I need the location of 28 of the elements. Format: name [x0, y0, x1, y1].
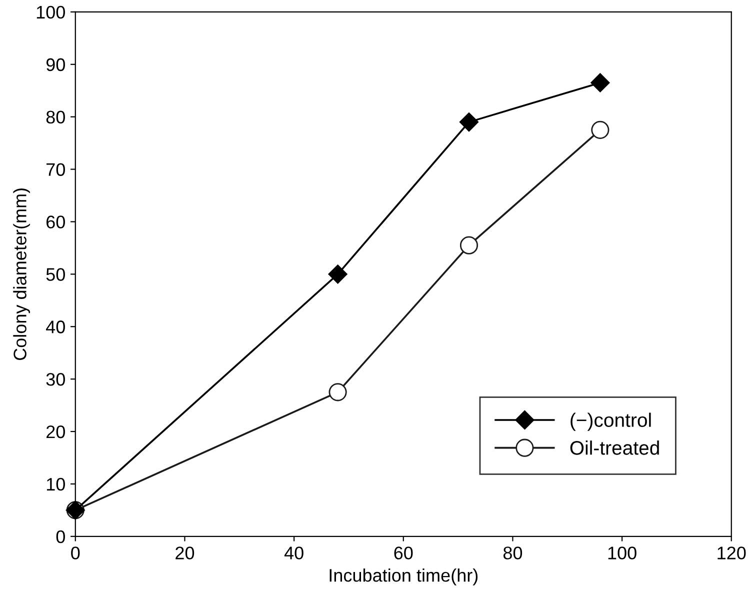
y-tick-label: 20 — [46, 425, 65, 438]
y-tick-label: 100 — [36, 6, 65, 19]
x-axis-title: Incubation time(hr) — [330, 568, 478, 586]
y-tick-label: 80 — [46, 110, 65, 124]
y-tick-label: 0 — [56, 530, 65, 544]
y-tick-label: 60 — [46, 216, 65, 228]
y-tick-label: 10 — [46, 478, 65, 491]
point — [459, 112, 479, 132]
x-tick-label: 100 — [608, 546, 636, 560]
point — [590, 73, 610, 92]
x-tick-label: 120 — [718, 546, 746, 560]
y-tick-label: 90 — [46, 58, 65, 72]
y-tick-label: 40 — [46, 320, 65, 334]
point — [328, 264, 348, 284]
legend-label: (−)control — [570, 412, 651, 431]
y-tick-label: 30 — [46, 372, 65, 386]
point — [460, 236, 478, 254]
y-tick-label: 70 — [46, 163, 65, 176]
y-axis-title: Colony diameter(mm) — [13, 188, 30, 360]
x-tick-label: 0 — [71, 546, 80, 560]
point — [591, 120, 610, 139]
x-tick-label: 60 — [394, 546, 413, 560]
point — [328, 383, 347, 402]
x-tick-label: 40 — [284, 546, 304, 560]
x-tick-label: 80 — [503, 546, 522, 560]
x-tick-label: 20 — [176, 546, 194, 560]
y-tick-label: 50 — [46, 268, 65, 281]
legend-label: Oil-treated — [570, 440, 659, 455]
